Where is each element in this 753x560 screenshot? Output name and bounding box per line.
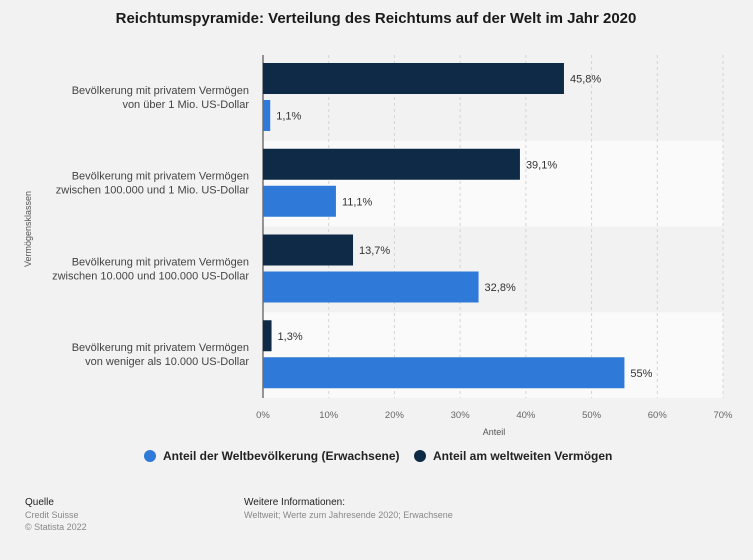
data-label: 1,3% xyxy=(278,331,303,343)
legend-label-wealth: Anteil am weltweiten Vermögen xyxy=(433,449,612,463)
data-label: 55% xyxy=(630,368,652,380)
category-label-line: von über 1 Mio. US-Dollar xyxy=(122,99,249,111)
legend-marker-population xyxy=(144,450,156,462)
bar-population xyxy=(263,185,336,217)
copyright-text: © Statista 2022 xyxy=(25,522,87,532)
y-axis-title: Vermögensklassen xyxy=(23,191,33,267)
x-tick-label: 0% xyxy=(256,410,270,421)
category-label-line: Bevölkerung mit privatem Vermögen xyxy=(72,342,249,354)
bar-wealth xyxy=(263,234,354,266)
bar-population xyxy=(263,357,625,389)
source-heading: Quelle xyxy=(25,497,54,508)
category-label-line: zwischen 100.000 und 1 Mio. US-Dollar xyxy=(56,185,250,197)
category-label-line: Bevölkerung mit privatem Vermögen xyxy=(72,85,249,97)
category-label-line: von weniger als 10.000 US-Dollar xyxy=(85,356,249,368)
bar-population xyxy=(263,100,271,131)
category-label-line: Bevölkerung mit privatem Vermögen xyxy=(72,256,249,268)
legend: Anteil der Weltbevölkerung (Erwachsene) … xyxy=(144,449,612,463)
bar-population xyxy=(263,271,479,303)
info-text: Weltweit; Werte zum Jahresende 2020; Erw… xyxy=(244,510,453,520)
legend-label-population: Anteil der Weltbevölkerung (Erwachsene) xyxy=(163,449,400,463)
category-label-line: zwischen 10.000 und 100.000 US-Dollar xyxy=(52,270,249,282)
data-label: 1,1% xyxy=(276,111,301,123)
category-label: Bevölkerung mit privatem Vermögen von wen… xyxy=(72,342,250,368)
data-label: 11,1% xyxy=(342,196,373,208)
category-label: Bevölkerung mit privatem Vermögen von übe… xyxy=(72,85,250,111)
chart-title: Reichtumspyramide: Verteilung des Reicht… xyxy=(116,10,637,27)
legend-marker-wealth xyxy=(414,450,426,462)
bar-wealth xyxy=(263,63,564,94)
data-label: 32,8% xyxy=(485,282,516,294)
category-label-line: Bevölkerung mit privatem Vermögen xyxy=(72,171,249,183)
x-tick-label: 40% xyxy=(516,410,536,421)
footer: Quelle Credit Suisse © Statista 2022 Wei… xyxy=(25,497,453,532)
category-label: Bevölkerung mit privatem Vermögen zwische… xyxy=(56,171,250,197)
x-tick-label: 60% xyxy=(648,410,668,421)
category-label: Bevölkerung mit privatem Vermögen zwische… xyxy=(52,256,249,282)
data-label: 39,1% xyxy=(526,159,557,171)
data-label: 45,8% xyxy=(570,74,601,86)
source-text: Credit Suisse xyxy=(25,510,79,520)
info-heading: Weitere Informationen: xyxy=(244,497,345,508)
bar-wealth xyxy=(263,320,272,352)
x-tick-label: 20% xyxy=(385,410,405,421)
x-tick-label: 10% xyxy=(319,410,339,421)
data-label: 13,7% xyxy=(359,245,390,257)
x-axis-title: Anteil xyxy=(483,427,506,437)
plot-area: 0% 10% 20% 30% 40% 50% 60% 70% 45,8% 1,1% Bevölker… xyxy=(52,55,733,421)
x-tick-label: 30% xyxy=(451,410,471,421)
bar-wealth xyxy=(263,148,520,180)
x-tick-label: 70% xyxy=(713,410,733,421)
x-tick-label: 50% xyxy=(582,410,602,421)
